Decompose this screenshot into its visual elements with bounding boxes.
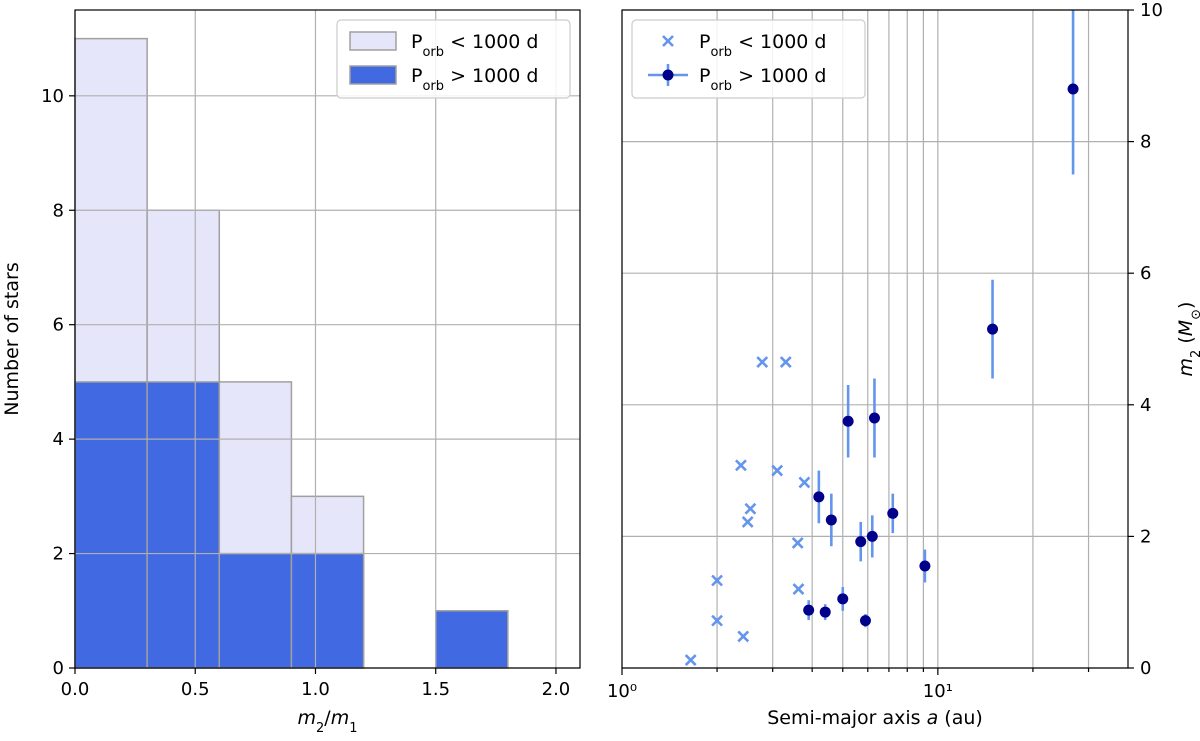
hist-xtick-label-3: 1.5	[421, 679, 450, 700]
sc-legend-marker-0	[662, 35, 674, 47]
sc-legend-label-1: Porb > 1000 d	[699, 65, 826, 94]
hist-ytick-label-3: 6	[53, 315, 64, 336]
sc-point-x-9	[779, 356, 792, 368]
sc-point-o-7	[859, 615, 871, 627]
sc-point-x-6	[744, 502, 757, 515]
hist-legend-swatch-1	[349, 65, 397, 85]
hist-frame	[74, 9, 581, 669]
sc-point-x-2	[711, 614, 723, 627]
hist-ytick-label-0: 0	[53, 658, 64, 679]
sc-ytick-label-2: 4	[1140, 395, 1151, 416]
sc-point-o-9	[868, 412, 880, 424]
sc-legend-label-0: Porb < 1000 d	[699, 31, 826, 60]
sc-ytick-label-3: 6	[1140, 263, 1151, 284]
sc-point-x-3	[735, 459, 747, 472]
hist-ylabel: Number of stars	[1, 262, 23, 415]
sc-point-o-2	[819, 606, 831, 618]
hist-ytick-label-2: 4	[53, 429, 64, 450]
sc-point-x-8	[771, 464, 784, 477]
sc-point-x-11	[792, 583, 805, 595]
sc-point-o-3	[825, 514, 837, 526]
histogram-panel: 0.0 0.5 1.0 1.5 2.0 0 2 4 6 8 10 m2/m1 Number of sta…	[1, 9, 581, 736]
sc-point-o-1	[813, 491, 825, 503]
sc-point-o-8	[866, 530, 878, 542]
hist-bar-s1-bin5	[434, 610, 509, 669]
hist-xtick-label-4: 2.0	[542, 679, 571, 700]
sc-plot-area	[684, 10, 1079, 667]
sc-frame	[621, 9, 1129, 669]
sc-ytick-label-5: 10	[1140, 0, 1163, 21]
hist-legend-swatch-0	[349, 31, 397, 51]
sc-xlabel: Semi-major axis a (au)	[767, 707, 983, 729]
sc-ytick-label-0: 0	[1140, 658, 1151, 679]
hist-ytick-label-1: 2	[53, 544, 64, 565]
sc-point-o-0	[803, 604, 815, 616]
hist-legend-label-0: Porb < 1000 d	[411, 31, 538, 60]
hist-bar-s1-bin1	[146, 381, 221, 669]
sc-point-o-11	[919, 560, 931, 572]
sc-xtick-label-1: 10¹	[923, 681, 953, 702]
scatter-panel: 10⁰ 10¹ 0 2 4 6 8 10 Semi-major axis a (au) m2 (M…	[607, 0, 1200, 729]
sc-point-o-13	[1067, 83, 1079, 95]
hist-xlabel: m2/m1	[298, 707, 358, 736]
sc-legend-box	[631, 19, 866, 99]
sc-point-x-4	[737, 630, 750, 643]
hist-bar-s1-bin3	[290, 552, 365, 669]
hist-xtick-label-1: 0.5	[181, 679, 210, 700]
sc-point-x-12	[798, 476, 811, 489]
sc-point-x-1	[711, 574, 723, 587]
hist-xtick-label-0: 0.0	[61, 679, 90, 700]
hist-bar-s1-bin0	[74, 381, 148, 669]
sc-ytick-label-1: 2	[1140, 526, 1151, 547]
sc-ytick-label-4: 8	[1140, 132, 1151, 153]
sc-legend: Porb < 1000 d Porb > 1000 d	[631, 19, 866, 99]
sc-point-o-10	[887, 507, 899, 519]
sc-xtick-label-0: 10⁰	[607, 681, 637, 702]
hist-bar-s1-bin2	[218, 552, 293, 669]
hist-xtick-label-2: 1.0	[301, 679, 330, 700]
sc-point-x-10	[791, 537, 804, 549]
sc-point-x-5	[741, 516, 754, 528]
sc-point-o-12	[987, 323, 999, 335]
sc-legend-marker-1	[648, 64, 688, 86]
hist-legend: Porb < 1000 d Porb > 1000 d	[336, 19, 571, 99]
sc-point-x-7	[756, 356, 769, 368]
sc-point-o-4	[837, 593, 849, 605]
sc-point-o-5	[842, 415, 854, 427]
sc-ylabel: m2 (M⊙)	[1175, 302, 1200, 377]
hist-ytick-label-4: 8	[53, 200, 64, 221]
sc-point-x-0	[684, 654, 697, 667]
sc-point-o-6	[855, 536, 867, 548]
hist-legend-label-1: Porb > 1000 d	[411, 65, 538, 94]
hist-ytick-label-5: 10	[41, 86, 64, 107]
